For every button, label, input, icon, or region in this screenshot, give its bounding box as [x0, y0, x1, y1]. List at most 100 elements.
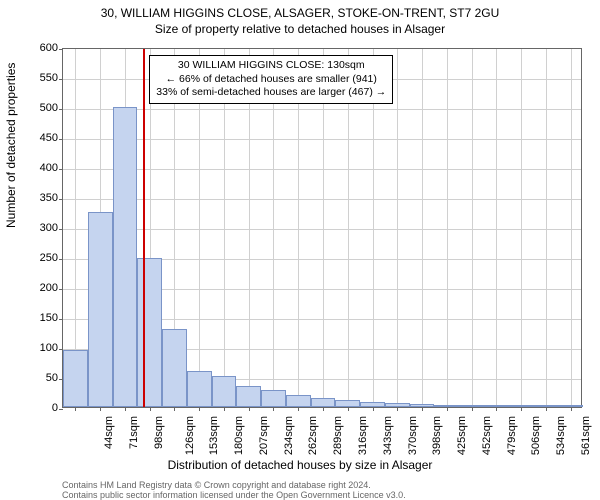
xtick-mark: [571, 407, 572, 411]
xtick-mark: [174, 407, 175, 411]
bar: [187, 371, 212, 407]
annotation-line: 30 WILLIAM HIGGINS CLOSE: 130sqm: [156, 59, 386, 73]
gridline-h: [63, 229, 581, 230]
gridline-v: [397, 49, 398, 407]
xtick-label: 234sqm: [283, 416, 295, 455]
ytick-mark: [59, 139, 63, 140]
ytick-label: 0: [18, 402, 58, 414]
xtick-mark: [125, 407, 126, 411]
xtick-mark: [546, 407, 547, 411]
xtick-label: 71sqm: [128, 416, 140, 449]
gridline-v: [571, 49, 572, 407]
gridline-v: [472, 49, 473, 407]
xtick-label: 44sqm: [103, 416, 115, 449]
plot-area: 30 WILLIAM HIGGINS CLOSE: 130sqm← 66% of…: [62, 48, 582, 408]
bar: [88, 212, 113, 407]
ytick-label: 350: [18, 192, 58, 204]
marker-line: [143, 49, 145, 407]
chart-container: 30, WILLIAM HIGGINS CLOSE, ALSAGER, STOK…: [0, 0, 600, 500]
xtick-mark: [447, 407, 448, 411]
xtick-mark: [496, 407, 497, 411]
xtick-mark: [150, 407, 151, 411]
xtick-mark: [472, 407, 473, 411]
ytick-mark: [59, 259, 63, 260]
xtick-mark: [298, 407, 299, 411]
ytick-label: 50: [18, 372, 58, 384]
bar: [113, 107, 138, 407]
xtick-mark: [100, 407, 101, 411]
bar: [509, 405, 534, 407]
xtick-label: 398sqm: [431, 416, 443, 455]
ytick-mark: [59, 289, 63, 290]
bar: [335, 400, 360, 407]
ytick-label: 450: [18, 132, 58, 144]
ytick-label: 250: [18, 252, 58, 264]
xtick-mark: [249, 407, 250, 411]
bar: [410, 404, 435, 407]
ytick-mark: [59, 409, 63, 410]
ytick-mark: [59, 169, 63, 170]
xtick-mark: [348, 407, 349, 411]
gridline-v: [496, 49, 497, 407]
ytick-mark: [59, 229, 63, 230]
xtick-label: 126sqm: [184, 416, 196, 455]
title-line-2: Size of property relative to detached ho…: [0, 20, 600, 36]
ytick-label: 200: [18, 282, 58, 294]
bar: [261, 390, 286, 407]
x-axis-label: Distribution of detached houses by size …: [0, 458, 600, 472]
xtick-mark: [521, 407, 522, 411]
bar: [484, 405, 509, 407]
bar: [162, 329, 187, 407]
bar: [212, 376, 237, 407]
gridline-v: [546, 49, 547, 407]
xtick-label: 370sqm: [407, 416, 419, 455]
ytick-label: 300: [18, 222, 58, 234]
gridline-v: [521, 49, 522, 407]
xtick-label: 180sqm: [233, 416, 245, 455]
bar: [286, 395, 311, 407]
xtick-label: 534sqm: [555, 416, 567, 455]
xtick-label: 262sqm: [308, 416, 320, 455]
ytick-mark: [59, 109, 63, 110]
xtick-label: 289sqm: [332, 416, 344, 455]
xtick-label: 479sqm: [506, 416, 518, 455]
xtick-mark: [224, 407, 225, 411]
gridline-h: [63, 139, 581, 140]
annotation-box: 30 WILLIAM HIGGINS CLOSE: 130sqm← 66% of…: [149, 55, 393, 104]
xtick-mark: [199, 407, 200, 411]
footer-line-1: Contains HM Land Registry data © Crown c…: [62, 480, 371, 490]
ytick-label: 150: [18, 312, 58, 324]
xtick-label: 98sqm: [153, 416, 165, 449]
ytick-mark: [59, 49, 63, 50]
ytick-label: 550: [18, 72, 58, 84]
bar: [459, 405, 484, 407]
ytick-label: 100: [18, 342, 58, 354]
bar: [311, 398, 336, 407]
xtick-mark: [397, 407, 398, 411]
ytick-mark: [59, 79, 63, 80]
xtick-label: 207sqm: [258, 416, 270, 455]
gridline-v: [447, 49, 448, 407]
bar: [533, 405, 558, 407]
footer-line-2: Contains public sector information licen…: [62, 490, 406, 500]
bar: [137, 258, 162, 407]
xtick-label: 506sqm: [530, 416, 542, 455]
bar: [360, 402, 385, 407]
bar: [558, 405, 583, 407]
ytick-label: 600: [18, 42, 58, 54]
ytick-mark: [59, 199, 63, 200]
y-axis-label: Number of detached properties: [4, 63, 18, 228]
xtick-label: 153sqm: [209, 416, 221, 455]
gridline-v: [422, 49, 423, 407]
xtick-mark: [75, 407, 76, 411]
title-line-1: 30, WILLIAM HIGGINS CLOSE, ALSAGER, STOK…: [0, 0, 600, 20]
xtick-label: 425sqm: [456, 416, 468, 455]
xtick-mark: [273, 407, 274, 411]
gridline-h: [63, 109, 581, 110]
gridline-h: [63, 169, 581, 170]
xtick-label: 452sqm: [481, 416, 493, 455]
bar: [434, 405, 459, 407]
xtick-label: 561sqm: [580, 416, 592, 455]
xtick-label: 343sqm: [382, 416, 394, 455]
ytick-label: 400: [18, 162, 58, 174]
